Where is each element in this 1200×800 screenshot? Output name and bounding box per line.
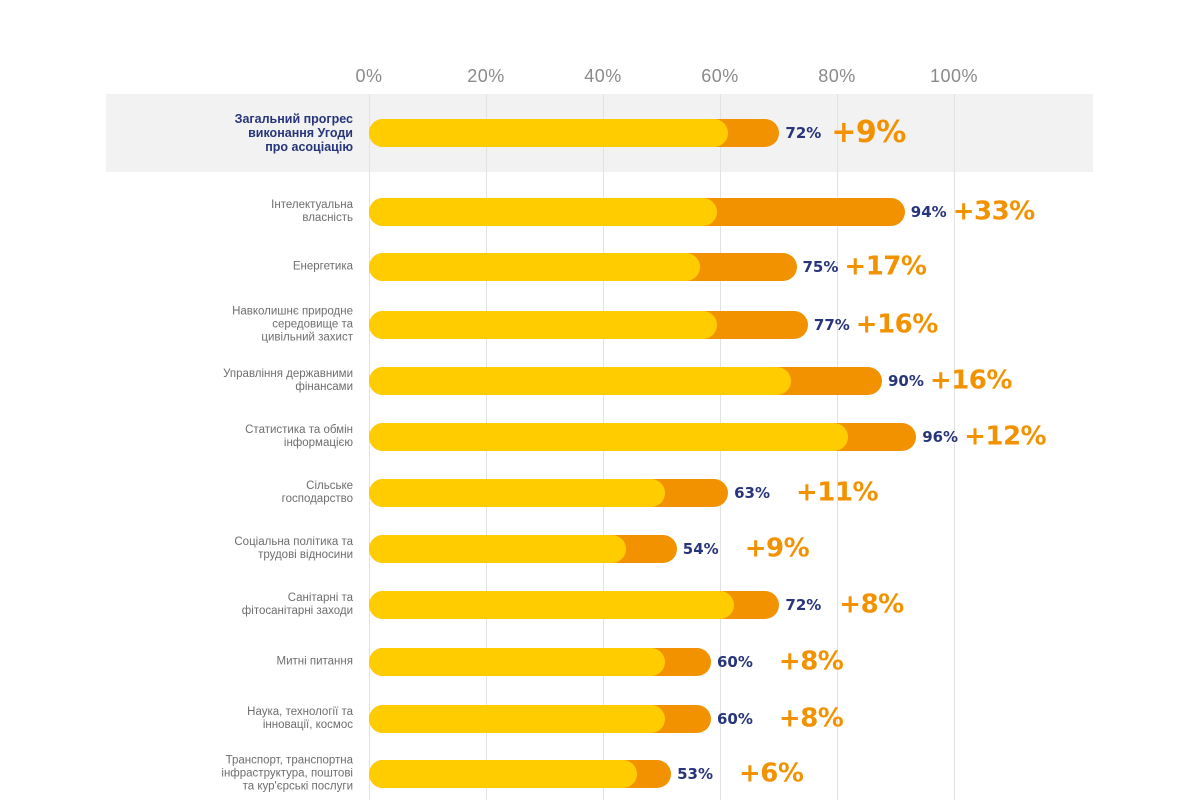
value-label: 77% xyxy=(813,316,850,334)
value-label: 60% xyxy=(717,710,753,728)
value-label: 72% xyxy=(785,124,822,142)
increase-label: +8% xyxy=(839,589,904,620)
value-label: 72% xyxy=(785,596,822,614)
base-bar xyxy=(369,591,734,619)
increase-label: +8% xyxy=(778,703,844,734)
value-label: 53% xyxy=(677,765,713,783)
value-label: 90% xyxy=(888,372,924,390)
x-tick-label: 40% xyxy=(584,66,622,86)
category-label: Енергетика xyxy=(292,260,353,273)
value-label: 54% xyxy=(682,540,719,558)
increase-label: +9% xyxy=(744,533,810,564)
category-label: Санітарні та фітосанітарні заходи xyxy=(241,592,353,617)
category-label: Митні питання xyxy=(276,655,354,668)
base-bar xyxy=(369,311,717,339)
base-bar xyxy=(369,119,729,147)
x-tick-label: 100% xyxy=(929,66,979,86)
x-tick-label: 80% xyxy=(818,66,856,86)
base-bar xyxy=(369,535,626,563)
increase-label: +16% xyxy=(855,309,939,340)
gridline xyxy=(368,94,370,800)
base-bar xyxy=(369,705,666,733)
gridline xyxy=(953,94,955,800)
base-bar xyxy=(369,198,717,226)
x-tick-label: 0% xyxy=(355,66,383,86)
base-bar xyxy=(369,253,700,281)
category-label: Наука, технології та інновації, космос xyxy=(247,706,353,731)
category-label: Управління державними фінансами xyxy=(223,368,353,393)
base-bar xyxy=(369,648,666,676)
increase-label: +6% xyxy=(739,758,804,789)
category-label: Загальний прогрес виконання Угоди про ас… xyxy=(234,112,353,154)
increase-label: +33% xyxy=(952,196,1036,227)
category-label: Транспорт, транспортна інфраструктура, п… xyxy=(221,754,353,793)
category-label: Інтелектуальна власність xyxy=(271,199,353,224)
value-label: 96% xyxy=(922,428,959,446)
value-label: 60% xyxy=(717,653,753,671)
category-label: Сільське господарство xyxy=(281,480,353,505)
increase-label: +11% xyxy=(796,477,879,508)
x-tick-label: 60% xyxy=(701,66,739,86)
value-label: 75% xyxy=(802,258,839,276)
base-bar xyxy=(369,479,666,507)
increase-label: +8% xyxy=(778,646,844,677)
x-tick-label: 20% xyxy=(467,66,505,86)
increase-label: +16% xyxy=(929,365,1013,396)
value-label: 94% xyxy=(910,203,947,221)
base-bar xyxy=(369,367,791,395)
category-label: Навколишнє природне середовище та цивіль… xyxy=(232,305,353,344)
category-label: Соціальна політика та трудові відносини xyxy=(234,536,353,561)
value-label: 63% xyxy=(734,484,770,502)
increase-label: +17% xyxy=(844,251,927,282)
increase-label: +9% xyxy=(831,114,906,150)
category-label: Статистика та обмін інформацією xyxy=(245,424,353,449)
base-bar xyxy=(369,423,848,451)
base-bar xyxy=(369,760,637,788)
increase-label: +12% xyxy=(964,421,1047,452)
